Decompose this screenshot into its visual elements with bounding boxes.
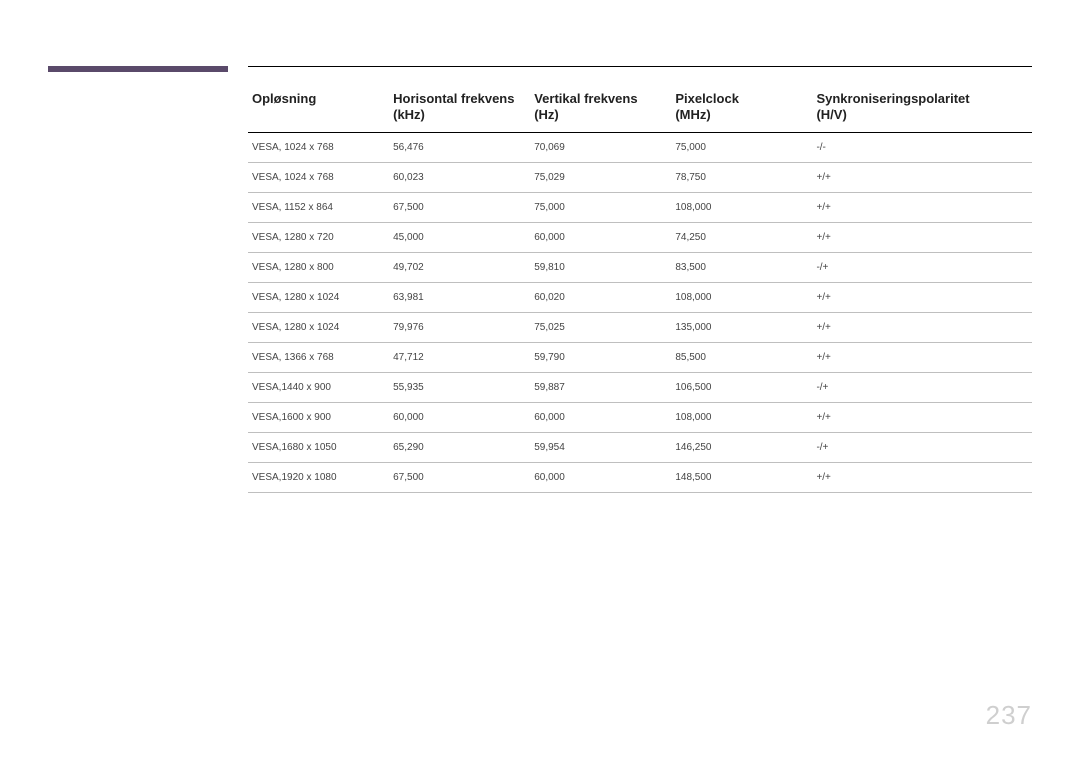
table-cell: 55,935 bbox=[389, 372, 530, 402]
col-header-line2: (MHz) bbox=[675, 107, 710, 122]
accent-bar bbox=[48, 66, 228, 72]
table-cell: 79,976 bbox=[389, 312, 530, 342]
table-cell: 60,000 bbox=[530, 402, 671, 432]
table-cell: VESA, 1152 x 864 bbox=[248, 192, 389, 222]
table-cell: 67,500 bbox=[389, 462, 530, 492]
table-cell: VESA, 1366 x 768 bbox=[248, 342, 389, 372]
table-cell: 75,029 bbox=[530, 162, 671, 192]
table-cell: 148,500 bbox=[671, 462, 812, 492]
top-divider bbox=[248, 66, 1032, 67]
table-cell: 70,069 bbox=[530, 132, 671, 162]
table-cell: 59,954 bbox=[530, 432, 671, 462]
table-cell: 45,000 bbox=[389, 222, 530, 252]
table-row: VESA, 1366 x 76847,71259,79085,500+/+ bbox=[248, 342, 1032, 372]
table-cell: +/+ bbox=[812, 222, 1032, 252]
table-cell: -/+ bbox=[812, 252, 1032, 282]
col-header-line1: Pixelclock bbox=[675, 91, 739, 106]
table-cell: 78,750 bbox=[671, 162, 812, 192]
table-cell: VESA,1600 x 900 bbox=[248, 402, 389, 432]
table-row: VESA, 1280 x 102479,97675,025135,000+/+ bbox=[248, 312, 1032, 342]
table-cell: +/+ bbox=[812, 342, 1032, 372]
table-cell: 60,000 bbox=[530, 222, 671, 252]
table-row: VESA,1680 x 105065,29059,954146,250-/+ bbox=[248, 432, 1032, 462]
table-cell: 135,000 bbox=[671, 312, 812, 342]
col-header-line1: Vertikal frekvens bbox=[534, 91, 637, 106]
col-header-line1: Synkroniseringspolaritet bbox=[816, 91, 969, 106]
table-cell: 65,290 bbox=[389, 432, 530, 462]
table-row: VESA,1600 x 90060,00060,000108,000+/+ bbox=[248, 402, 1032, 432]
table-cell: 67,500 bbox=[389, 192, 530, 222]
table-cell: -/+ bbox=[812, 432, 1032, 462]
table-cell: 106,500 bbox=[671, 372, 812, 402]
col-header-line1: Horisontal frekvens bbox=[393, 91, 514, 106]
table-cell: +/+ bbox=[812, 402, 1032, 432]
col-header-resolution: Opløsning bbox=[248, 85, 389, 132]
col-header-pixelclock: Pixelclock (MHz) bbox=[671, 85, 812, 132]
table-cell: 146,250 bbox=[671, 432, 812, 462]
col-header-vertical-freq: Vertikal frekvens (Hz) bbox=[530, 85, 671, 132]
table-cell: VESA, 1280 x 720 bbox=[248, 222, 389, 252]
table-cell: +/+ bbox=[812, 462, 1032, 492]
table-cell: 74,250 bbox=[671, 222, 812, 252]
col-header-line2: (Hz) bbox=[534, 107, 559, 122]
table-row: VESA, 1280 x 80049,70259,81083,500-/+ bbox=[248, 252, 1032, 282]
resolution-table: Opløsning Horisontal frekvens (kHz) Vert… bbox=[248, 85, 1032, 493]
table-cell: 59,887 bbox=[530, 372, 671, 402]
table-cell: 49,702 bbox=[389, 252, 530, 282]
table-row: VESA,1920 x 108067,50060,000148,500+/+ bbox=[248, 462, 1032, 492]
col-header-line1: Opløsning bbox=[252, 91, 316, 106]
table-cell: VESA,1920 x 1080 bbox=[248, 462, 389, 492]
col-header-sync-polarity: Synkroniseringspolaritet (H/V) bbox=[812, 85, 1032, 132]
table-cell: VESA,1680 x 1050 bbox=[248, 432, 389, 462]
table-row: VESA,1440 x 90055,93559,887106,500-/+ bbox=[248, 372, 1032, 402]
table-cell: -/- bbox=[812, 132, 1032, 162]
table-row: VESA, 1152 x 86467,50075,000108,000+/+ bbox=[248, 192, 1032, 222]
table-cell: 59,790 bbox=[530, 342, 671, 372]
table-cell: 108,000 bbox=[671, 282, 812, 312]
table-cell: VESA, 1024 x 768 bbox=[248, 162, 389, 192]
table-cell: VESA, 1280 x 800 bbox=[248, 252, 389, 282]
table-cell: +/+ bbox=[812, 192, 1032, 222]
table-cell: VESA, 1280 x 1024 bbox=[248, 282, 389, 312]
col-header-line2: (H/V) bbox=[816, 107, 846, 122]
table-cell: 59,810 bbox=[530, 252, 671, 282]
table-row: VESA, 1280 x 72045,00060,00074,250+/+ bbox=[248, 222, 1032, 252]
table-cell: VESA, 1280 x 1024 bbox=[248, 312, 389, 342]
table-row: VESA, 1024 x 76856,47670,06975,000-/- bbox=[248, 132, 1032, 162]
table-cell: -/+ bbox=[812, 372, 1032, 402]
table-cell: +/+ bbox=[812, 312, 1032, 342]
table-cell: 60,023 bbox=[389, 162, 530, 192]
table-cell: VESA, 1024 x 768 bbox=[248, 132, 389, 162]
table-cell: 85,500 bbox=[671, 342, 812, 372]
table-cell: 75,000 bbox=[671, 132, 812, 162]
table-cell: 60,020 bbox=[530, 282, 671, 312]
table-cell: 75,025 bbox=[530, 312, 671, 342]
table-cell: 60,000 bbox=[389, 402, 530, 432]
table-cell: 108,000 bbox=[671, 192, 812, 222]
table-cell: 56,476 bbox=[389, 132, 530, 162]
table-cell: 63,981 bbox=[389, 282, 530, 312]
col-header-line2: (kHz) bbox=[393, 107, 425, 122]
table-row: VESA, 1024 x 76860,02375,02978,750+/+ bbox=[248, 162, 1032, 192]
table-cell: 47,712 bbox=[389, 342, 530, 372]
page-number: 237 bbox=[986, 700, 1032, 731]
table-cell: 108,000 bbox=[671, 402, 812, 432]
table-cell: 60,000 bbox=[530, 462, 671, 492]
table-header: Opløsning Horisontal frekvens (kHz) Vert… bbox=[248, 85, 1032, 132]
table-cell: +/+ bbox=[812, 162, 1032, 192]
table-row: VESA, 1280 x 102463,98160,020108,000+/+ bbox=[248, 282, 1032, 312]
table-cell: 83,500 bbox=[671, 252, 812, 282]
table-cell: VESA,1440 x 900 bbox=[248, 372, 389, 402]
col-header-horizontal-freq: Horisontal frekvens (kHz) bbox=[389, 85, 530, 132]
table-body: VESA, 1024 x 76856,47670,06975,000-/-VES… bbox=[248, 132, 1032, 492]
content-region: Opløsning Horisontal frekvens (kHz) Vert… bbox=[248, 66, 1032, 493]
table-cell: 75,000 bbox=[530, 192, 671, 222]
table-cell: +/+ bbox=[812, 282, 1032, 312]
